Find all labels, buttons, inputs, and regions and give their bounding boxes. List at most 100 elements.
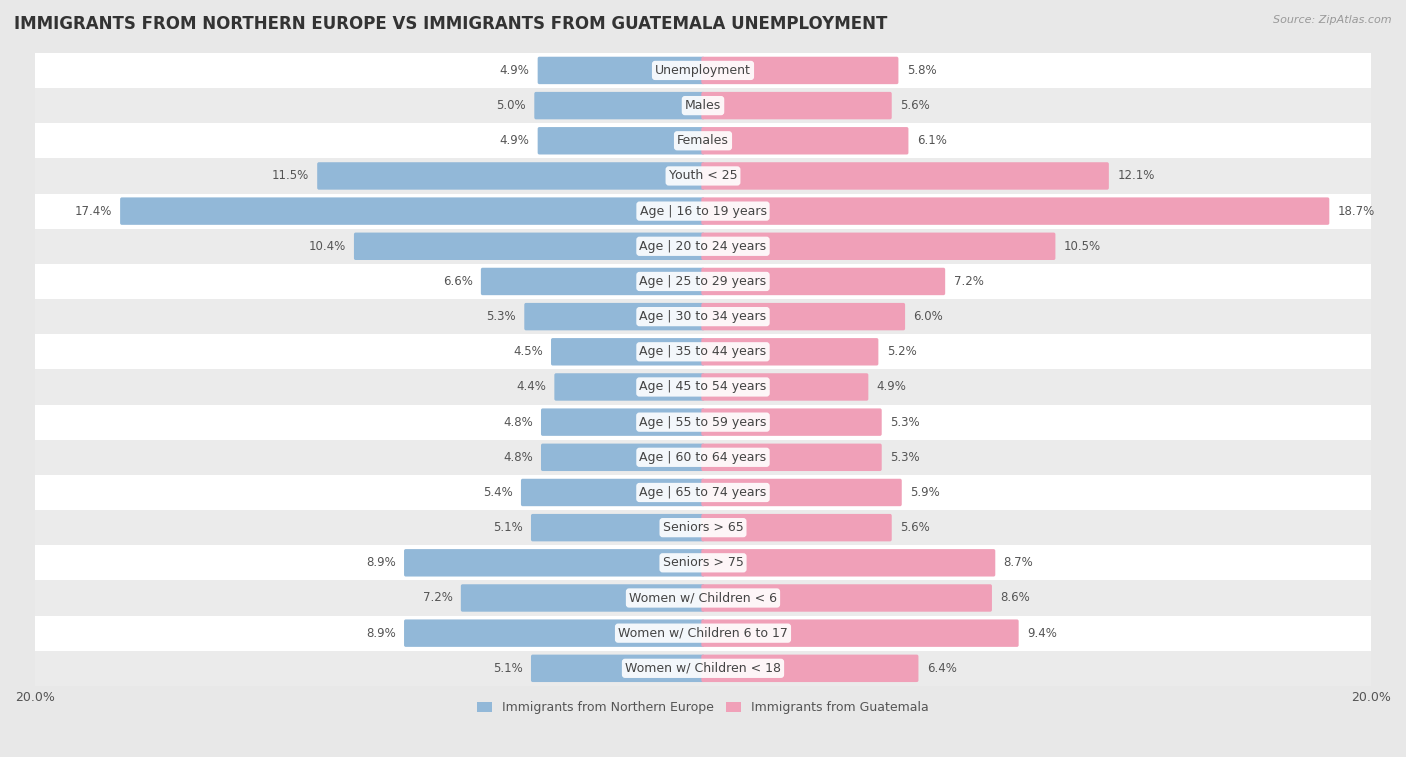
FancyBboxPatch shape — [534, 92, 704, 120]
Text: 8.9%: 8.9% — [366, 627, 395, 640]
Text: Age | 55 to 59 years: Age | 55 to 59 years — [640, 416, 766, 428]
Text: 4.8%: 4.8% — [503, 451, 533, 464]
Text: 4.9%: 4.9% — [877, 381, 907, 394]
FancyBboxPatch shape — [702, 409, 882, 436]
Text: 8.7%: 8.7% — [1004, 556, 1033, 569]
Text: 12.1%: 12.1% — [1118, 170, 1154, 182]
Bar — [35, 615, 1371, 651]
Text: 5.4%: 5.4% — [482, 486, 513, 499]
Text: Seniors > 75: Seniors > 75 — [662, 556, 744, 569]
Text: 17.4%: 17.4% — [75, 204, 111, 217]
Bar — [35, 475, 1371, 510]
Bar — [35, 334, 1371, 369]
Bar — [35, 404, 1371, 440]
Text: 7.2%: 7.2% — [423, 591, 453, 605]
Bar — [35, 581, 1371, 615]
Text: Unemployment: Unemployment — [655, 64, 751, 77]
FancyBboxPatch shape — [702, 514, 891, 541]
Text: 5.9%: 5.9% — [910, 486, 939, 499]
Text: Women w/ Children 6 to 17: Women w/ Children 6 to 17 — [619, 627, 787, 640]
FancyBboxPatch shape — [522, 478, 704, 506]
Text: 4.8%: 4.8% — [503, 416, 533, 428]
Text: 7.2%: 7.2% — [953, 275, 983, 288]
FancyBboxPatch shape — [702, 444, 882, 471]
Text: 5.0%: 5.0% — [496, 99, 526, 112]
FancyBboxPatch shape — [702, 549, 995, 577]
Text: Age | 60 to 64 years: Age | 60 to 64 years — [640, 451, 766, 464]
Text: Age | 45 to 54 years: Age | 45 to 54 years — [640, 381, 766, 394]
FancyBboxPatch shape — [702, 303, 905, 330]
Text: Women w/ Children < 6: Women w/ Children < 6 — [628, 591, 778, 605]
Text: 10.4%: 10.4% — [308, 240, 346, 253]
FancyBboxPatch shape — [702, 127, 908, 154]
Text: 10.5%: 10.5% — [1064, 240, 1101, 253]
FancyBboxPatch shape — [551, 338, 704, 366]
Text: Age | 25 to 29 years: Age | 25 to 29 years — [640, 275, 766, 288]
Text: Women w/ Children < 18: Women w/ Children < 18 — [626, 662, 780, 674]
Text: 11.5%: 11.5% — [271, 170, 309, 182]
FancyBboxPatch shape — [702, 232, 1056, 260]
FancyBboxPatch shape — [702, 268, 945, 295]
Text: 5.1%: 5.1% — [494, 521, 523, 534]
FancyBboxPatch shape — [702, 655, 918, 682]
Text: 5.6%: 5.6% — [900, 99, 929, 112]
Text: 5.6%: 5.6% — [900, 521, 929, 534]
FancyBboxPatch shape — [702, 198, 1329, 225]
Text: Age | 16 to 19 years: Age | 16 to 19 years — [640, 204, 766, 217]
FancyBboxPatch shape — [541, 444, 704, 471]
Text: Males: Males — [685, 99, 721, 112]
Text: Seniors > 65: Seniors > 65 — [662, 521, 744, 534]
Text: Age | 65 to 74 years: Age | 65 to 74 years — [640, 486, 766, 499]
FancyBboxPatch shape — [537, 127, 704, 154]
Text: 5.8%: 5.8% — [907, 64, 936, 77]
Text: 5.1%: 5.1% — [494, 662, 523, 674]
Text: 6.6%: 6.6% — [443, 275, 472, 288]
Legend: Immigrants from Northern Europe, Immigrants from Guatemala: Immigrants from Northern Europe, Immigra… — [477, 702, 929, 715]
Text: Source: ZipAtlas.com: Source: ZipAtlas.com — [1274, 15, 1392, 25]
Text: 4.9%: 4.9% — [499, 64, 529, 77]
FancyBboxPatch shape — [531, 655, 704, 682]
Text: 6.4%: 6.4% — [927, 662, 956, 674]
FancyBboxPatch shape — [702, 338, 879, 366]
FancyBboxPatch shape — [481, 268, 704, 295]
Text: 5.3%: 5.3% — [890, 416, 920, 428]
Text: Age | 35 to 44 years: Age | 35 to 44 years — [640, 345, 766, 358]
Bar — [35, 510, 1371, 545]
Text: 9.4%: 9.4% — [1026, 627, 1057, 640]
Bar — [35, 440, 1371, 475]
Text: IMMIGRANTS FROM NORTHERN EUROPE VS IMMIGRANTS FROM GUATEMALA UNEMPLOYMENT: IMMIGRANTS FROM NORTHERN EUROPE VS IMMIG… — [14, 15, 887, 33]
FancyBboxPatch shape — [554, 373, 704, 400]
Bar — [35, 123, 1371, 158]
FancyBboxPatch shape — [354, 232, 704, 260]
Text: 5.3%: 5.3% — [486, 310, 516, 323]
FancyBboxPatch shape — [702, 619, 1019, 647]
FancyBboxPatch shape — [702, 478, 901, 506]
FancyBboxPatch shape — [318, 162, 704, 190]
FancyBboxPatch shape — [404, 549, 704, 577]
Text: 5.2%: 5.2% — [887, 345, 917, 358]
Bar — [35, 299, 1371, 334]
FancyBboxPatch shape — [461, 584, 704, 612]
Bar — [35, 194, 1371, 229]
FancyBboxPatch shape — [537, 57, 704, 84]
FancyBboxPatch shape — [702, 162, 1109, 190]
Text: 4.4%: 4.4% — [516, 381, 546, 394]
FancyBboxPatch shape — [531, 514, 704, 541]
Text: 4.5%: 4.5% — [513, 345, 543, 358]
Bar — [35, 264, 1371, 299]
Text: Age | 20 to 24 years: Age | 20 to 24 years — [640, 240, 766, 253]
Bar — [35, 88, 1371, 123]
Text: 5.3%: 5.3% — [890, 451, 920, 464]
FancyBboxPatch shape — [702, 57, 898, 84]
FancyBboxPatch shape — [541, 409, 704, 436]
Bar — [35, 545, 1371, 581]
FancyBboxPatch shape — [120, 198, 704, 225]
Bar — [35, 158, 1371, 194]
Bar — [35, 369, 1371, 404]
Text: 6.1%: 6.1% — [917, 134, 946, 148]
FancyBboxPatch shape — [404, 619, 704, 647]
FancyBboxPatch shape — [702, 373, 869, 400]
Text: 8.9%: 8.9% — [366, 556, 395, 569]
Text: Age | 30 to 34 years: Age | 30 to 34 years — [640, 310, 766, 323]
Text: 6.0%: 6.0% — [914, 310, 943, 323]
